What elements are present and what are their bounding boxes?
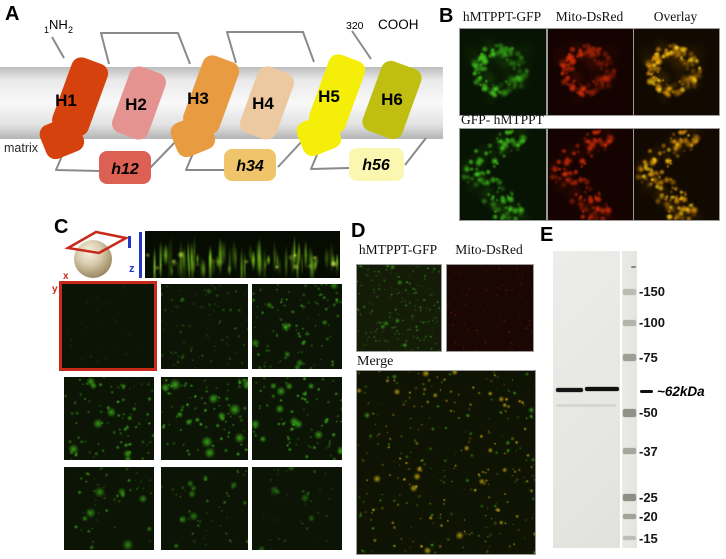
micrograph-d-gfp bbox=[356, 264, 442, 352]
micrograph-b2-dsred bbox=[547, 128, 634, 221]
c-terminus-residue: 320 bbox=[346, 20, 364, 32]
matrix-label: matrix bbox=[4, 141, 39, 155]
helix-h1 bbox=[39, 57, 109, 160]
helix-h5-text: H5 bbox=[318, 87, 340, 106]
helix-h4-text: H4 bbox=[252, 94, 274, 113]
mw-20: -20 bbox=[639, 509, 658, 524]
b-header-overlay: Overlay bbox=[653, 9, 698, 24]
helix-h3 bbox=[170, 55, 240, 158]
cell-sphere-image bbox=[74, 240, 112, 278]
d-header-dsred: Mito-DsRed bbox=[455, 242, 523, 257]
micrograph-b1-gfp bbox=[459, 28, 547, 116]
n-terminus-text: NH bbox=[49, 17, 68, 32]
topology-diagram: H1 H2 H3 H4 H5 H6 h12 h34 h56 1 NH 2 320… bbox=[0, 17, 443, 184]
micrograph-b2-gfp bbox=[459, 128, 547, 221]
helix-h6 bbox=[362, 60, 422, 140]
panel-c-label: C bbox=[54, 216, 69, 238]
c-terminus-text: COOH bbox=[378, 17, 419, 32]
marker-tick-top bbox=[631, 266, 636, 268]
loop-connector-lines bbox=[51, 30, 427, 172]
loop-box-h56 bbox=[349, 148, 404, 181]
z-slice-7 bbox=[64, 467, 154, 550]
micrograph-b1-dsred bbox=[547, 28, 634, 116]
blot-band-lane2 bbox=[585, 387, 619, 391]
z-slice-1 bbox=[62, 284, 154, 368]
micrograph-d-merge bbox=[356, 370, 536, 555]
mw-100: -100 bbox=[639, 315, 666, 330]
b-header-gfp: hMTPPT-GFP bbox=[462, 9, 542, 24]
z-slice-3 bbox=[252, 284, 342, 369]
mw-37: -37 bbox=[639, 444, 658, 459]
band-size-annotation: ~62kDa bbox=[657, 384, 705, 399]
mw-75: -75 bbox=[639, 350, 658, 365]
slice-plane-icon bbox=[64, 230, 130, 255]
mw-15: -15 bbox=[639, 531, 658, 546]
helix-h6-text: H6 bbox=[381, 90, 403, 109]
micrograph-b1-overlay bbox=[633, 28, 720, 116]
mw-50: -50 bbox=[639, 405, 658, 420]
slice-thickness-tick bbox=[128, 236, 131, 248]
loop-box-h34 bbox=[224, 149, 276, 181]
band-pointer-dash bbox=[640, 390, 653, 393]
helix-h5 bbox=[296, 54, 366, 157]
selected-slice-frame bbox=[59, 281, 157, 371]
b-row2-label: GFP- hMTPPT bbox=[461, 112, 544, 127]
blot-membrane bbox=[553, 251, 620, 548]
helix-h4 bbox=[239, 66, 295, 140]
mw-150: -150 bbox=[639, 284, 666, 299]
loop-h56-text: h56 bbox=[362, 157, 390, 174]
panel-d-label: D bbox=[351, 220, 366, 242]
blot-band-faint bbox=[556, 404, 616, 407]
loop-h34-text: h34 bbox=[236, 158, 264, 175]
marker-band-50 bbox=[623, 409, 636, 417]
z-slice-2 bbox=[161, 284, 248, 369]
d-merge-label: Merge bbox=[357, 354, 394, 369]
helix-h1-text: H1 bbox=[55, 91, 77, 110]
blot-band-lane1 bbox=[556, 388, 583, 392]
z-axis-bar bbox=[139, 232, 142, 278]
z-slice-8 bbox=[161, 467, 248, 550]
marker-band-100 bbox=[623, 320, 636, 326]
z-axis-label: z bbox=[129, 263, 135, 275]
marker-band-20 bbox=[623, 514, 636, 519]
micrograph-d-dsred bbox=[446, 264, 534, 352]
helix-h2 bbox=[111, 66, 167, 140]
marker-band-25 bbox=[623, 494, 636, 501]
helix-h2-text: H2 bbox=[125, 95, 147, 114]
marker-band-150 bbox=[623, 289, 636, 295]
n-terminus-residue: 1 bbox=[44, 25, 49, 35]
b-header-dsred: Mito-DsRed bbox=[555, 9, 624, 24]
marker-band-37 bbox=[623, 448, 636, 454]
marker-band-75 bbox=[623, 354, 636, 361]
helix-h3-text: H3 bbox=[187, 89, 209, 108]
y-axis-label: y bbox=[52, 284, 58, 295]
z-slice-4 bbox=[64, 377, 154, 460]
panel-e-label: E bbox=[540, 224, 554, 246]
loop-box-h12 bbox=[99, 151, 151, 184]
d-header-gfp: hMTPPT-GFP bbox=[358, 242, 438, 257]
z-slice-9 bbox=[252, 467, 342, 550]
panel-a-label: A bbox=[5, 3, 20, 25]
mw-25: -25 bbox=[639, 490, 658, 505]
n-terminus-sub: 2 bbox=[68, 25, 73, 35]
marker-band-15 bbox=[623, 536, 636, 540]
z-slice-6 bbox=[252, 377, 342, 460]
micrograph-b2-overlay bbox=[633, 128, 720, 221]
marker-lane bbox=[622, 251, 637, 548]
z-slice-5 bbox=[161, 377, 248, 460]
panel-b-label: B bbox=[439, 5, 454, 27]
loop-h12-text: h12 bbox=[111, 161, 139, 178]
z-projection-strip bbox=[145, 231, 340, 278]
x-axis-label: x bbox=[63, 271, 69, 282]
